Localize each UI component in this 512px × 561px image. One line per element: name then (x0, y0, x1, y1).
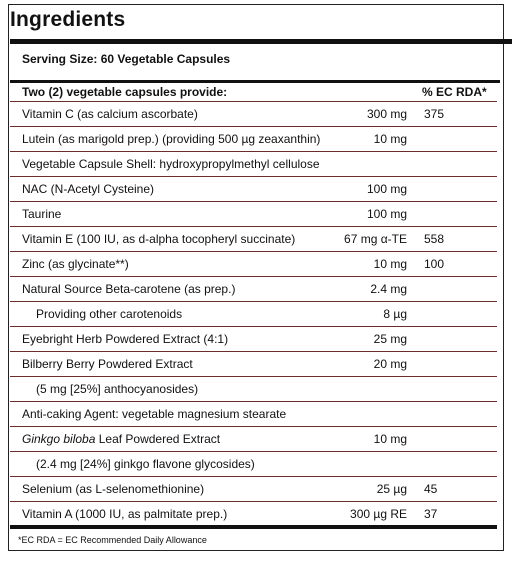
title-divider (10, 39, 512, 44)
ingredient-name: Taurine (22, 207, 61, 221)
footnote: *EC RDA = EC Recommended Daily Allowance (18, 535, 207, 545)
ingredient-name-text: Leaf Powdered Extract (95, 432, 221, 446)
ingredient-amount: 100 mg (366, 182, 407, 196)
ingredient-name: Vitamin A (1000 IU, as palmitate prep.) (22, 507, 227, 521)
ingredient-name-text: Providing other carotenoids (36, 307, 183, 321)
ingredient-name-text: (2.4 mg [24%] ginkgo flavone glycosides) (36, 457, 255, 471)
ingredients-table: Vitamin C (as calcium ascorbate) 300 mg 37… (10, 102, 497, 526)
ingredient-amount: 10 mg (373, 257, 407, 271)
ingredient-amount: 10 mg (373, 132, 407, 146)
ingredient-rda: 37 (424, 507, 438, 521)
table-row: Vitamin C (as calcium ascorbate) 300 mg 37… (10, 102, 497, 127)
ingredient-name-text: Eyebright Herb Powdered Extract (4:1) (22, 332, 229, 346)
header-rda: % EC RDA* (422, 85, 487, 99)
ingredient-amount: 300 mg (366, 107, 407, 121)
page-title: Ingredients (10, 8, 126, 31)
ingredient-amount: 20 mg (373, 357, 407, 371)
ingredient-name-italic: Ginkgo biloba (22, 432, 96, 446)
table-row: Lutein (as marigold prep.) (providing 50… (10, 127, 497, 152)
ingredient-amount: 25 mg (373, 332, 407, 346)
serving-size: Serving Size: 60 Vegetable Capsules (22, 52, 231, 66)
ingredient-name: Eyebright Herb Powdered Extract (4:1) (22, 332, 228, 346)
ingredient-name-text: Zinc (as glycinate**) (22, 257, 129, 271)
ingredient-amount: 25 µg (376, 482, 407, 496)
table-row: Vegetable Capsule Shell: hydroxypropylme… (10, 152, 497, 177)
ingredient-amount: 10 mg (373, 432, 407, 446)
ingredient-amount: 300 µg RE (350, 507, 407, 521)
ingredient-name-text: Taurine (22, 207, 62, 221)
table-bottom-divider (10, 525, 497, 529)
table-row: Bilberry Berry Powdered Extract 20 mg (10, 352, 497, 377)
table-header: Two (2) vegetable capsules provide: % EC… (10, 83, 497, 102)
table-row: (2.4 mg [24%] ginkgo flavone glycosides) (10, 452, 497, 477)
table-row: NAC (N-Acetyl Cysteine) 100 mg (10, 177, 497, 202)
ingredient-rda: 45 (424, 482, 438, 496)
ingredient-name: Vitamin E (100 IU, as d-alpha tocopheryl… (22, 232, 295, 246)
ingredient-name-text: Vitamin C (as calcium ascorbate) (22, 107, 198, 121)
ingredient-name: Zinc (as glycinate**) (22, 257, 129, 271)
table-row: Natural Source Beta-carotene (as prep.) 2… (10, 277, 497, 302)
ingredient-rda: 375 (424, 107, 445, 121)
header-label: Two (2) vegetable capsules provide: (22, 85, 228, 99)
table-row: Ginkgo biloba Leaf Powdered Extract 10 mg (10, 427, 497, 452)
ingredient-amount: 2.4 mg (370, 282, 407, 296)
ingredient-name: NAC (N-Acetyl Cysteine) (22, 182, 154, 196)
ingredient-amount: 100 mg (366, 207, 407, 221)
table-row: Eyebright Herb Powdered Extract (4:1) 25 … (10, 327, 497, 352)
ingredient-name-text: Vitamin A (1000 IU, as palmitate prep.) (22, 507, 228, 521)
ingredient-amount: 67 mg α-TE (344, 232, 407, 246)
table-row: Vitamin E (100 IU, as d-alpha tocopheryl… (10, 227, 497, 252)
ingredient-rda: 100 (424, 257, 445, 271)
table-row: Anti-caking Agent: vegetable magnesium s… (10, 402, 497, 427)
ingredient-name: Natural Source Beta-carotene (as prep.) (22, 282, 235, 296)
table-row: Taurine 100 mg (10, 202, 497, 227)
serving-divider (10, 80, 500, 83)
ingredient-rda: 558 (424, 232, 445, 246)
ingredient-name-text: Vegetable Capsule Shell: hydroxypropylme… (22, 157, 320, 171)
table-row: Selenium (as L-selenomethionine) 25 µg 45 (10, 477, 497, 502)
ingredient-name: Providing other carotenoids (36, 307, 182, 321)
ingredient-name: Selenium (as L-selenomethionine) (22, 482, 204, 496)
ingredient-name-text: Vitamin E (100 IU, as d-alpha tocopheryl… (22, 232, 296, 246)
table-row: Zinc (as glycinate**) 10 mg 100 (10, 252, 497, 277)
ingredient-name: (2.4 mg [24%] ginkgo flavone glycosides) (36, 457, 255, 471)
ingredient-name-text: Lutein (as marigold prep.) (providing 50… (22, 132, 321, 146)
ingredient-name: Vegetable Capsule Shell: hydroxypropylme… (22, 157, 320, 171)
ingredient-name: Anti-caking Agent: vegetable magnesium s… (22, 407, 286, 421)
ingredient-name: Bilberry Berry Powdered Extract (22, 357, 193, 371)
table-row: Vitamin A (1000 IU, as palmitate prep.) 3… (10, 502, 497, 526)
ingredient-name-text: Natural Source Beta-carotene (as prep.) (22, 282, 236, 296)
ingredients-panel (8, 4, 504, 551)
ingredient-name-text: (5 mg [25%] anthocyanosides) (36, 382, 199, 396)
table-row: Providing other carotenoids 8 µg (10, 302, 497, 327)
ingredient-name-text: Selenium (as L-selenomethionine) (22, 482, 205, 496)
ingredient-name: Lutein (as marigold prep.) (providing 50… (22, 132, 320, 146)
ingredient-name: Ginkgo biloba Leaf Powdered Extract (22, 432, 220, 446)
ingredient-name: Vitamin C (as calcium ascorbate) (22, 107, 198, 121)
table-row: (5 mg [25%] anthocyanosides) (10, 377, 497, 402)
ingredient-amount: 8 µg (383, 307, 407, 321)
ingredient-name-text: NAC (N-Acetyl Cysteine) (22, 182, 155, 196)
ingredient-name: (5 mg [25%] anthocyanosides) (36, 382, 198, 396)
ingredient-name-text: Bilberry Berry Powdered Extract (22, 357, 193, 371)
ingredient-name-text: Anti-caking Agent: vegetable magnesium s… (22, 407, 287, 421)
